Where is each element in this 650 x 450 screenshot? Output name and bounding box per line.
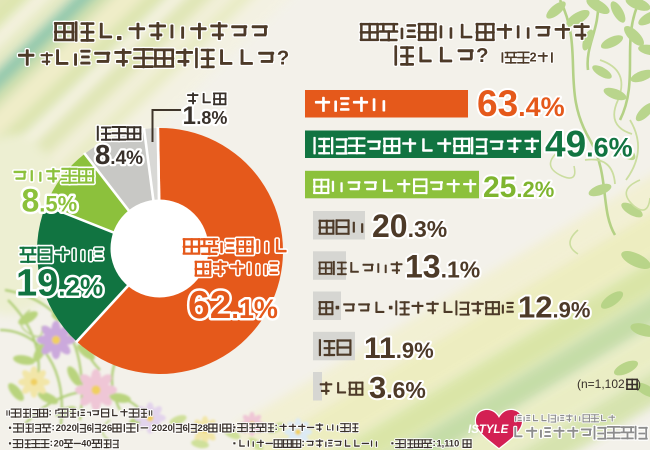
svg-text:?: ? — [277, 47, 290, 70]
svg-text:20: 20 — [54, 439, 64, 449]
svg-text:2: 2 — [530, 51, 537, 65]
svg-text:40: 40 — [81, 439, 91, 449]
svg-text:2020: 2020 — [56, 423, 77, 434]
svg-text:8.5%: 8.5% — [22, 183, 78, 219]
svg-text:8.4%: 8.4% — [95, 139, 143, 170]
svg-text:6: 6 — [87, 423, 92, 434]
svg-text:6: 6 — [87, 423, 92, 434]
svg-text:?: ? — [476, 44, 489, 67]
svg-text:ISTYLE: ISTYLE — [468, 424, 509, 436]
svg-text:40: 40 — [81, 439, 91, 449]
svg-text:28: 28 — [197, 423, 208, 434]
svg-text:20: 20 — [54, 439, 64, 449]
svg-text:6: 6 — [183, 423, 188, 434]
svg-text:26: 26 — [102, 423, 113, 434]
svg-text:2020: 2020 — [56, 423, 77, 434]
svg-text:): ) — [637, 377, 641, 391]
svg-text:?: ? — [476, 44, 489, 67]
svg-text:2: 2 — [530, 51, 537, 65]
svg-text:28: 28 — [197, 423, 208, 434]
svg-text:1,110: 1,110 — [437, 439, 460, 449]
svg-text:1,110: 1,110 — [437, 439, 460, 449]
svg-text:13.1%: 13.1% — [405, 248, 480, 284]
svg-text:20.3%: 20.3% — [372, 208, 447, 244]
svg-text:6: 6 — [183, 423, 188, 434]
svg-text:2020: 2020 — [152, 423, 173, 434]
svg-text:?: ? — [277, 47, 290, 70]
svg-text:(n=1,102: (n=1,102 — [577, 377, 625, 391]
svg-text:2020: 2020 — [152, 423, 173, 434]
svg-text:26: 26 — [102, 423, 113, 434]
